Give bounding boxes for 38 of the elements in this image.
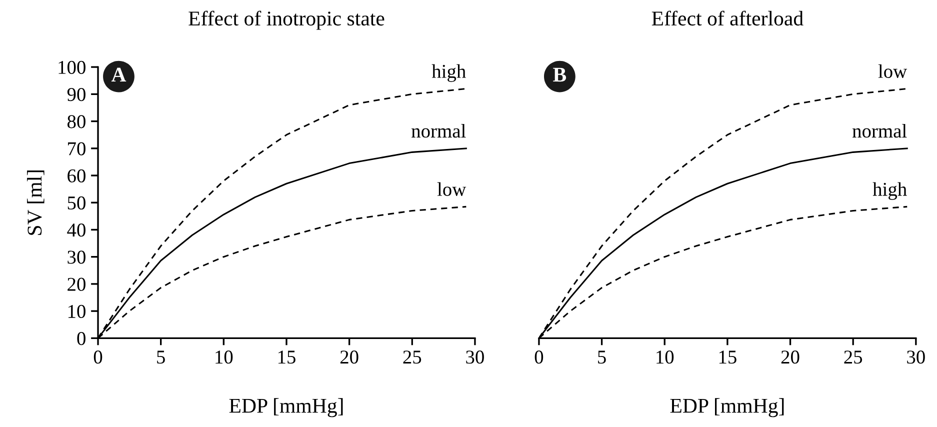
x-tick-label: 25 xyxy=(403,350,422,364)
x-tick-label: 10 xyxy=(656,350,674,364)
y-tick-label: 0 xyxy=(77,332,86,346)
x-tick-label: 20 xyxy=(781,350,800,364)
x-tick-label: 30 xyxy=(466,350,484,364)
y-tick-label: 30 xyxy=(68,250,86,264)
x-tick-label: 0 xyxy=(534,350,544,364)
chart-title: Effect of inotropic state xyxy=(188,10,384,30)
y-tick-label: 100 xyxy=(58,60,86,74)
series-label: low xyxy=(437,182,466,196)
y-axis-title: SV [ml] xyxy=(27,170,44,235)
x-tick-label: 5 xyxy=(157,350,165,364)
y-tick-label: 90 xyxy=(67,88,86,102)
x-tick-label: 5 xyxy=(598,350,606,364)
x-tick-label: 25 xyxy=(844,350,862,364)
chart-title: Effect of afterload xyxy=(652,10,804,26)
series-label: normal xyxy=(852,124,907,138)
y-tick-label: 60 xyxy=(68,169,86,182)
series-label: high xyxy=(872,182,907,200)
x-tick-label: 15 xyxy=(719,350,736,364)
y-tick-label: 70 xyxy=(68,142,86,156)
x-axis-title: EDP [mmHg] xyxy=(229,398,343,418)
y-tick-label: 10 xyxy=(68,304,86,318)
x-tick-label: 15 xyxy=(278,350,296,364)
y-tick-label: 40 xyxy=(67,224,86,237)
series-label: high xyxy=(432,64,466,82)
annotation: B xyxy=(553,68,566,82)
x-tick-label: 30 xyxy=(907,350,925,364)
y-tick-label: 50 xyxy=(68,196,86,210)
y-tick-label: 20 xyxy=(68,278,86,291)
x-tick-label: 0 xyxy=(94,350,102,364)
x-tick-label: 10 xyxy=(216,350,233,364)
y-tick-label: 80 xyxy=(68,115,86,128)
series-label: normal xyxy=(412,124,466,138)
series-label: low xyxy=(878,64,908,78)
x-tick-label: 20 xyxy=(340,350,358,364)
x-axis-title: EDP [mmHg] xyxy=(670,398,784,418)
annotation: A xyxy=(111,68,126,82)
